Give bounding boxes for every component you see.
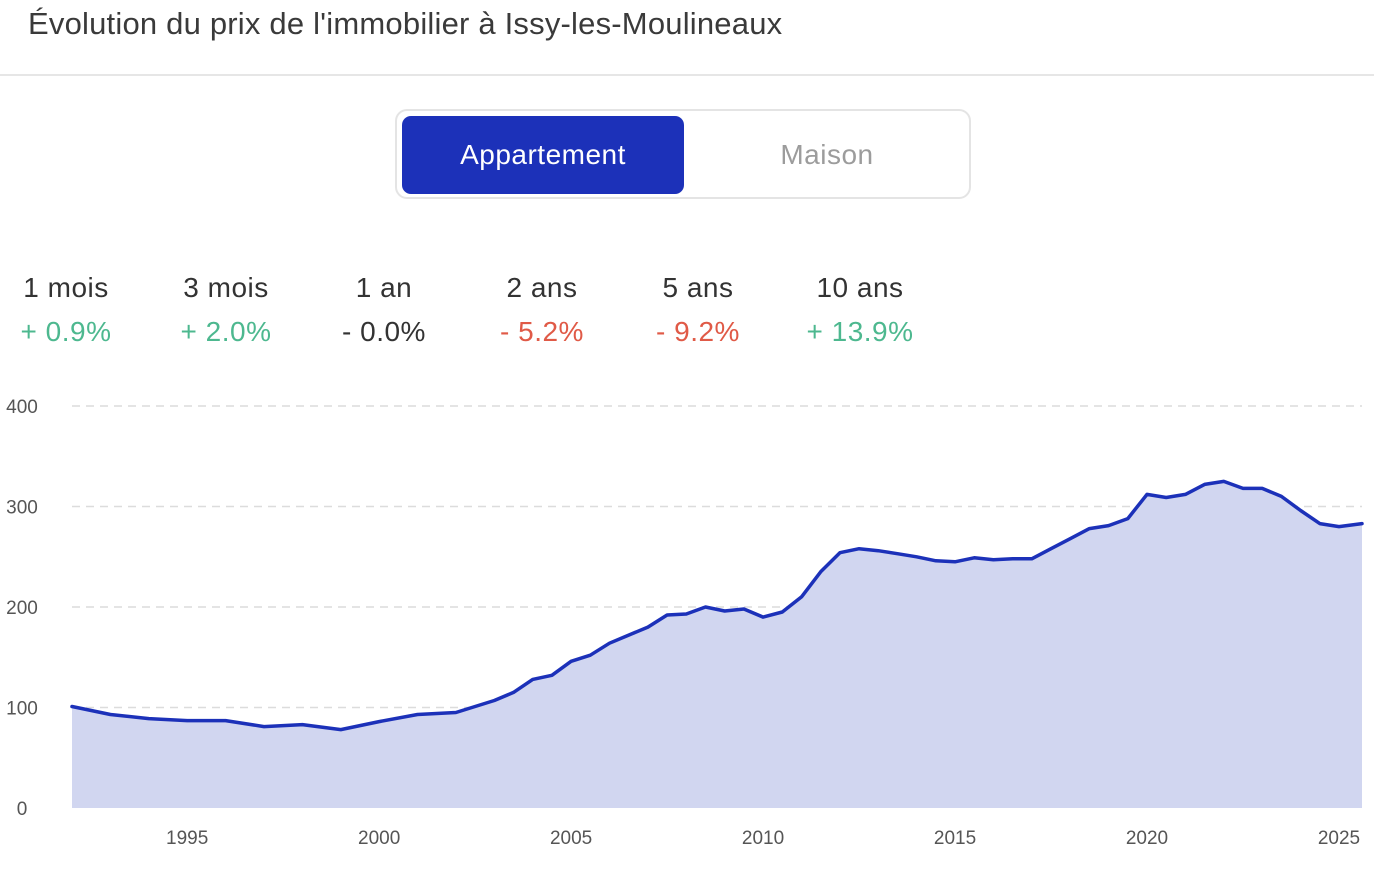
stat-5-ans: 5 ans - 9.2% [618, 268, 778, 352]
y-tick-label: 0 [17, 799, 28, 820]
stat-1-an: 1 an - 0.0% [304, 268, 464, 352]
stat-2-ans: 2 ans - 5.2% [462, 268, 622, 352]
x-tick-label: 1995 [166, 828, 208, 849]
stat-3-mois: 3 mois + 2.0% [146, 268, 306, 352]
price-chart-svg: 0 100 200 300 400 1995 2000 2005 2010 2015 2020 202… [6, 397, 1364, 849]
x-tick-label: 2025 [1318, 828, 1360, 849]
x-tick-label: 2000 [358, 828, 400, 849]
stat-period: 10 ans [816, 272, 904, 303]
y-tick-label: 100 [6, 699, 38, 720]
stat-1-mois: 1 mois + 0.9% [0, 268, 146, 352]
stat-10-ans: 10 ans + 13.9% [780, 268, 940, 352]
x-tick-label: 2015 [934, 828, 976, 849]
y-tick-label: 200 [6, 598, 38, 619]
price-chart: 0 100 200 300 400 1995 2000 2005 2010 2015 2020 202… [0, 390, 1374, 860]
price-area [72, 481, 1362, 808]
x-tick-label: 2010 [742, 828, 784, 849]
stat-change: - 9.2% [656, 316, 740, 347]
x-tick-label: 2020 [1126, 828, 1168, 849]
stat-period: 1 mois [23, 272, 109, 303]
stat-period: 2 ans [506, 272, 578, 303]
stat-period: 1 an [355, 272, 413, 303]
property-type-toggle: Appartement Maison [395, 109, 971, 199]
y-tick-label: 300 [6, 498, 38, 519]
page-title: Évolution du prix de l'immobilier à Issy… [28, 6, 783, 41]
stat-period: 5 ans [662, 272, 734, 303]
appartement-tab[interactable]: Appartement [402, 116, 684, 194]
stat-change: + 0.9% [20, 316, 112, 347]
price-line [70, 479, 1364, 732]
maison-tab[interactable]: Maison [780, 139, 874, 170]
y-tick-label: 400 [6, 397, 38, 418]
price-change-stats: 1 mois + 0.9% 3 mois + 2.0% 1 an - 0.0% … [0, 268, 1000, 358]
x-tick-label: 2005 [550, 828, 592, 849]
title-divider [0, 74, 1374, 76]
stat-change: - 0.0% [342, 316, 426, 347]
stat-change: - 5.2% [500, 316, 584, 347]
stat-period: 3 mois [183, 272, 269, 303]
stat-change: + 13.9% [806, 316, 914, 347]
stat-change: + 2.0% [180, 316, 272, 347]
